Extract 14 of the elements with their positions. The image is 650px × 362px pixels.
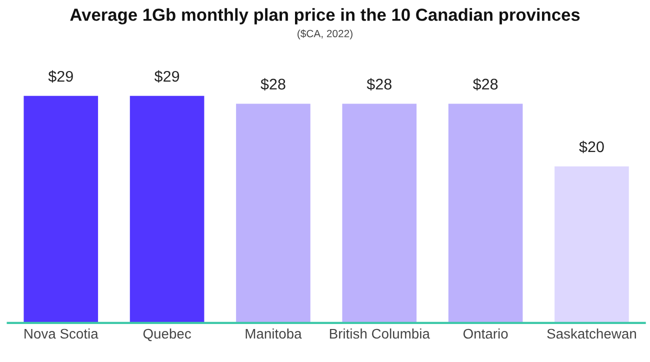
x-tick-label: Ontario [463,328,508,339]
data-label: $28 [472,78,498,90]
data-label: $28 [260,78,286,90]
x-tick-label: British Columbia [330,328,430,339]
x-tick-label: Quebec [143,328,192,342]
x-tick-label: Nova Scotia [24,328,98,339]
chart-subtitle: ($CA, 2022) [298,29,352,40]
data-label: $29 [154,70,180,83]
x-tick-label: Manitoba [246,328,302,339]
chart-title: Average 1Gb monthly plan price in the 10 Canadian provinces [70,8,580,24]
data-label: $20 [579,140,604,154]
data-label: $29 [48,70,73,83]
data-label: $28 [366,78,392,90]
x-tick-label: Saskatchewan [547,328,636,339]
